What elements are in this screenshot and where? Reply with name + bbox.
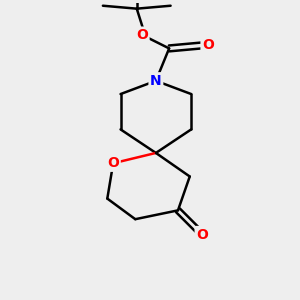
Text: O: O (196, 227, 208, 242)
Text: O: O (107, 156, 119, 170)
Text: N: N (150, 74, 162, 88)
Text: O: O (202, 38, 214, 52)
Text: O: O (136, 28, 148, 42)
